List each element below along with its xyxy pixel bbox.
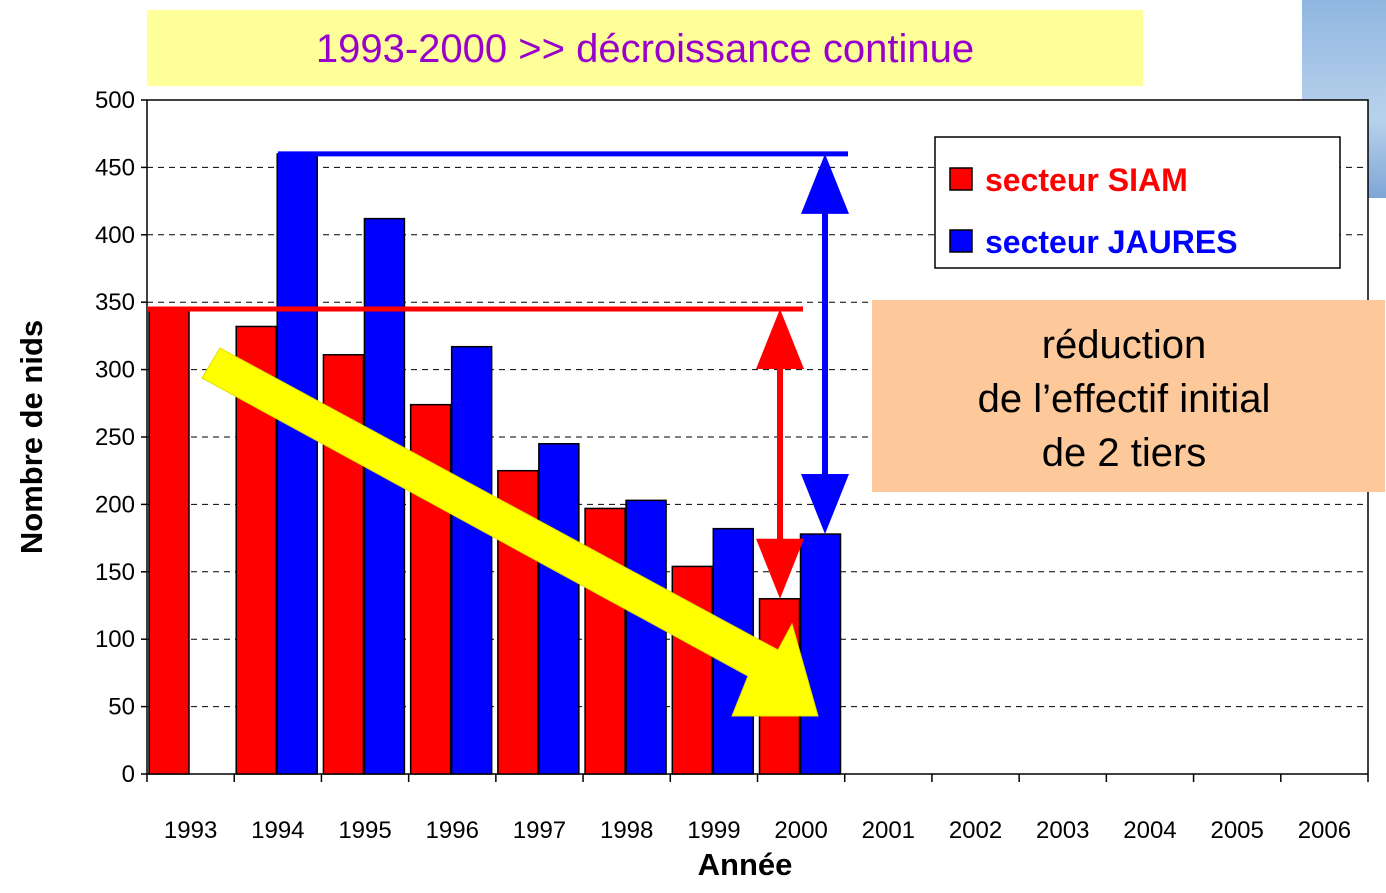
x-axis-label: Année xyxy=(698,847,793,882)
y-tick-label: 300 xyxy=(95,357,135,384)
y-tick-label: 150 xyxy=(95,559,135,586)
x-tick-label: 2005 xyxy=(1210,817,1263,844)
y-tick-label: 350 xyxy=(95,289,135,316)
arrow-head xyxy=(756,308,804,369)
bar xyxy=(148,308,190,775)
x-tick-label: 2003 xyxy=(1036,817,1089,844)
annotation: de 2 tiers xyxy=(1042,431,1207,475)
y-tick-label: 200 xyxy=(95,491,135,518)
x-tick-label: 2000 xyxy=(774,817,827,844)
y-tick-label: 100 xyxy=(95,626,135,653)
x-tick-label: 2002 xyxy=(949,817,1002,844)
y-axis-label: Nombre de nids xyxy=(14,320,49,554)
arrow-head xyxy=(801,474,849,535)
x-tick-label: 1997 xyxy=(513,817,566,844)
x-tick-label: 1999 xyxy=(687,817,740,844)
bar xyxy=(276,153,318,775)
title-box xyxy=(147,10,1143,86)
arrow-head xyxy=(801,153,849,214)
arrow-head xyxy=(756,538,804,599)
annotation: de l’effectif initial xyxy=(978,377,1271,421)
y-tick-label: 0 xyxy=(122,761,135,788)
x-tick-label: 2001 xyxy=(862,817,915,844)
bar xyxy=(450,345,493,775)
bar xyxy=(363,217,406,775)
bar xyxy=(625,499,667,775)
legend-label: secteur SIAM xyxy=(985,162,1188,198)
x-tick-label: 1996 xyxy=(426,817,479,844)
bar xyxy=(538,442,580,775)
annotation: réduction xyxy=(1042,323,1207,367)
x-tick-label: 1994 xyxy=(251,817,304,844)
y-tick-label: 500 xyxy=(95,87,135,114)
chart-title: 1993-2000 >> décroissance continue xyxy=(316,27,974,71)
y-tick-label: 250 xyxy=(95,424,135,451)
y-tick-label: 400 xyxy=(95,222,135,249)
y-tick-label: 50 xyxy=(108,694,135,721)
x-tick-label: 1993 xyxy=(164,817,217,844)
legend: secteur SIAM secteur JAURES xyxy=(934,136,1341,269)
legend-swatch xyxy=(949,229,973,253)
trend-arrow xyxy=(201,347,819,717)
legend-label: secteur JAURES xyxy=(985,224,1238,260)
y-tick-label: 450 xyxy=(95,154,135,181)
bar xyxy=(799,533,842,775)
x-tick-label: 2004 xyxy=(1123,817,1176,844)
x-tick-label: 2006 xyxy=(1298,817,1351,844)
x-tick-label: 1998 xyxy=(600,817,653,844)
x-tick-label: 1995 xyxy=(338,817,391,844)
legend-swatch xyxy=(949,167,973,191)
annotation-box xyxy=(872,300,1385,492)
legend-box xyxy=(934,136,1341,269)
